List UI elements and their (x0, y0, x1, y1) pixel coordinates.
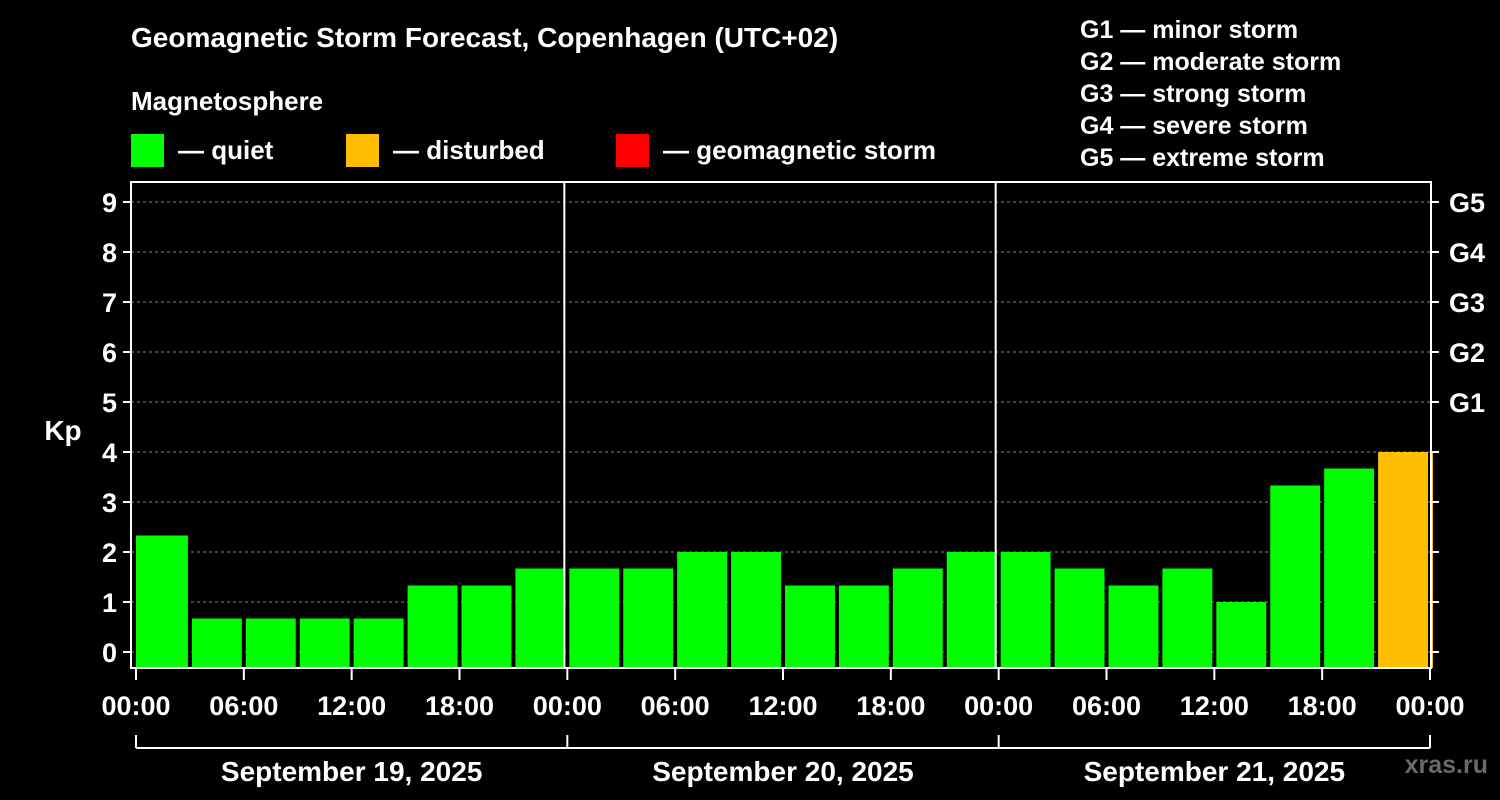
x-tick-label-3: 18:00 (425, 691, 494, 721)
chart-title: Geomagnetic Storm Forecast, Copenhagen (… (131, 22, 839, 53)
kp-bar-1 (191, 618, 242, 668)
g-scale-label-g2: G2 (1449, 338, 1485, 368)
y-tick-label-0: 0 (102, 638, 117, 668)
legend-swatch-storm (616, 133, 649, 167)
kp-bar-22 (1324, 468, 1375, 668)
y-tick-label-4: 4 (102, 438, 117, 468)
x-tick-label-7: 18:00 (856, 691, 925, 721)
kp-bar-9 (623, 568, 674, 668)
x-tick-label-4: 00:00 (533, 691, 602, 721)
y-tick-label-9: 9 (102, 188, 117, 218)
kp-bar-16 (1000, 552, 1051, 668)
kp-bar-13 (838, 585, 889, 668)
y-tick-label-8: 8 (102, 238, 117, 268)
kp-bar-3 (299, 618, 350, 668)
kp-bar-2 (245, 618, 296, 668)
g-scale-label-g5: G5 (1449, 188, 1485, 218)
kp-bar-11 (731, 552, 781, 668)
kp-bar-21 (1270, 485, 1321, 668)
day-label-3: September 21, 2025 (1084, 756, 1346, 787)
y-tick-label-6: 6 (102, 338, 117, 368)
legend-label-storm: — geomagnetic storm (663, 134, 937, 165)
storm-level-g4: G4 — severe storm (1080, 112, 1308, 140)
x-tick-label-0: 00:00 (101, 691, 170, 721)
x-tick-label-8: 00:00 (964, 691, 1033, 721)
y-tick-label-3: 3 (102, 488, 117, 518)
kp-bar-4 (353, 618, 404, 668)
kp-bar-18 (1108, 585, 1159, 668)
x-tick-label-6: 12:00 (748, 691, 817, 721)
g-scale-label-g1: G1 (1449, 388, 1485, 418)
kp-bar-7 (515, 568, 566, 668)
kp-bar-12 (785, 585, 835, 668)
x-tick-label-12: 00:00 (1395, 691, 1464, 721)
legend-swatch-quiet (131, 133, 164, 167)
kp-bar-5 (407, 585, 458, 668)
storm-level-g1: G1 — minor storm (1080, 16, 1299, 44)
x-tick-label-10: 12:00 (1180, 691, 1249, 721)
kp-bar-20 (1216, 602, 1267, 668)
x-tick-label-5: 06:00 (641, 691, 710, 721)
y-tick-label-5: 5 (102, 388, 117, 418)
kp-bar-19 (1162, 568, 1213, 668)
x-tick-label-1: 06:00 (209, 691, 278, 721)
g-scale-label-g3: G3 (1449, 288, 1485, 318)
day-label-2: September 20, 2025 (652, 756, 914, 787)
legend-title: Magnetosphere (131, 86, 324, 116)
storm-level-legend: G1 — minor storm G2 — moderate storm G3 … (1080, 14, 1341, 174)
legend-item-storm: — geomagnetic storm (616, 133, 936, 167)
storm-level-g3: G3 — strong storm (1080, 80, 1307, 108)
x-tick-label-9: 06:00 (1072, 691, 1141, 721)
plot-frame (130, 181, 1432, 669)
legend-item-disturbed: — disturbed (346, 133, 545, 167)
day-label-1: September 19, 2025 (221, 756, 483, 787)
kp-bar-0 (136, 535, 188, 668)
kp-bar-17 (1054, 568, 1105, 668)
kp-bar-24 (1432, 452, 1433, 668)
legend-swatch-disturbed (346, 133, 379, 167)
y-tick-label-7: 7 (102, 288, 117, 318)
x-tick-label-2: 12:00 (317, 691, 386, 721)
kp-bar-23 (1378, 452, 1428, 668)
y-tick-label-2: 2 (102, 538, 117, 568)
storm-level-g5: G5 — extreme storm (1080, 144, 1325, 172)
legend-label-quiet: — quiet (178, 134, 274, 165)
kp-bar-10 (677, 552, 728, 668)
y-axis-title: Kp (44, 415, 81, 446)
kp-bar-15 (946, 552, 997, 668)
legend-label-disturbed: — disturbed (393, 134, 545, 165)
kp-bar-8 (569, 568, 620, 668)
x-tick-label-11: 18:00 (1288, 691, 1357, 721)
kp-bar-6 (461, 585, 512, 668)
watermark: xras.ru (1404, 751, 1488, 779)
kp-bar-14 (892, 568, 943, 668)
legend-item-quiet: — quiet (131, 133, 273, 167)
y-tick-label-1: 1 (102, 588, 117, 618)
storm-level-g2: G2 — moderate storm (1080, 48, 1342, 76)
g-scale-label-g4: G4 (1449, 238, 1485, 268)
